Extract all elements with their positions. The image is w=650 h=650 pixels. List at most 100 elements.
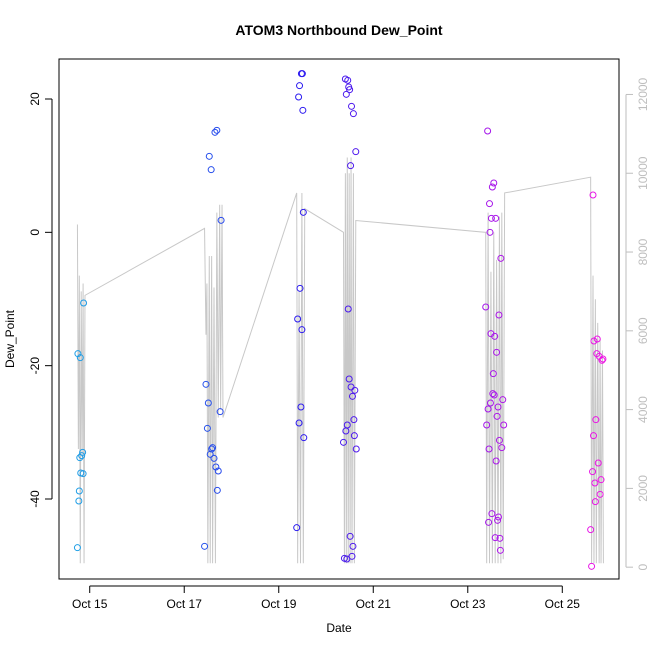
data-point — [299, 106, 307, 114]
data-point — [587, 526, 595, 534]
y-tick-label: 20 — [28, 92, 42, 106]
y2-tick-label: 10000 — [636, 156, 650, 190]
data-point — [485, 518, 493, 526]
data-point — [483, 421, 491, 429]
y2-tick-label: 2000 — [636, 475, 650, 502]
data-point — [496, 546, 504, 554]
data-point — [491, 332, 499, 340]
data-point — [490, 391, 498, 399]
data-point — [486, 200, 494, 208]
x-tick-label: Oct 19 — [261, 597, 297, 611]
data-point — [484, 405, 492, 413]
chart-title: ATOM3 Northbound Dew_Point — [235, 22, 442, 38]
data-point — [495, 436, 503, 444]
data-point — [211, 128, 219, 136]
data-point — [596, 490, 604, 498]
data-point — [348, 392, 356, 400]
data-point — [485, 445, 493, 453]
data-point — [212, 463, 220, 471]
data-point — [202, 380, 210, 388]
data-point — [344, 305, 352, 313]
scatter-points-layer — [73, 70, 607, 570]
data-point — [498, 444, 506, 452]
data-point — [489, 370, 497, 378]
data-point — [344, 76, 352, 84]
data-point — [490, 179, 498, 187]
y-tick-label: -40 — [28, 490, 42, 508]
data-point — [599, 355, 607, 363]
data-point — [588, 562, 596, 570]
x-tick-label: Oct 15 — [72, 597, 108, 611]
data-point — [494, 513, 502, 521]
data-point — [499, 396, 507, 404]
y-tick-label: -20 — [28, 357, 42, 375]
data-point — [352, 445, 360, 453]
y2-tick-label: 12000 — [636, 77, 650, 111]
y-tick-label: 0 — [28, 229, 42, 236]
data-point — [296, 284, 304, 292]
x-axis-title: Date — [326, 621, 352, 635]
data-point — [500, 421, 508, 429]
data-point — [214, 467, 222, 475]
data-point — [76, 454, 84, 462]
data-point — [210, 454, 218, 462]
data-point — [492, 457, 500, 465]
data-point — [482, 303, 490, 311]
data-point — [205, 152, 213, 160]
x-tick-label: Oct 21 — [356, 597, 392, 611]
data-point — [346, 86, 354, 94]
data-point — [488, 183, 496, 191]
data-point — [591, 498, 599, 506]
data-point — [342, 90, 350, 98]
data-point — [348, 102, 356, 110]
data-point — [216, 408, 224, 416]
data-point — [495, 311, 503, 319]
data-point — [349, 542, 357, 550]
data-point — [486, 399, 494, 407]
data-point — [348, 552, 356, 560]
data-point — [351, 386, 359, 394]
data-point — [589, 432, 597, 440]
data-point — [339, 438, 347, 446]
data-point — [300, 434, 308, 442]
data-point — [298, 70, 306, 78]
data-point — [295, 93, 303, 101]
data-point — [487, 214, 495, 222]
data-point — [347, 162, 355, 170]
data-point — [346, 532, 354, 540]
data-point — [75, 487, 83, 495]
data-point — [488, 510, 496, 518]
data-point — [295, 419, 303, 427]
data-point — [75, 497, 83, 505]
data-point — [213, 126, 221, 134]
data-point — [297, 403, 305, 411]
axes-layer: Oct 15 Oct 17 Oct 19 Oct 21 Oct 23 Oct 25 -40 -… — [28, 77, 650, 611]
data-point — [597, 476, 605, 484]
data-point — [589, 191, 597, 199]
data-point — [591, 479, 599, 487]
data-point — [352, 148, 360, 156]
data-point — [298, 326, 306, 334]
data-point — [80, 299, 88, 307]
data-point — [592, 416, 600, 424]
data-point — [484, 127, 492, 135]
data-point — [217, 216, 225, 224]
data-point — [350, 432, 358, 440]
data-point — [208, 445, 216, 453]
data-point — [492, 214, 500, 222]
data-point — [299, 208, 307, 216]
data-point — [209, 444, 217, 452]
data-point — [293, 524, 301, 532]
y2-tick-label: 8000 — [636, 238, 650, 265]
y2-tick-label: 0 — [636, 564, 650, 571]
data-point — [349, 110, 357, 118]
data-point — [204, 399, 212, 407]
data-point — [491, 534, 499, 542]
y2-tick-label: 4000 — [636, 396, 650, 423]
plot-frame — [58, 58, 620, 580]
data-point — [589, 468, 597, 476]
data-point — [493, 348, 501, 356]
x-tick-label: Oct 25 — [545, 597, 581, 611]
